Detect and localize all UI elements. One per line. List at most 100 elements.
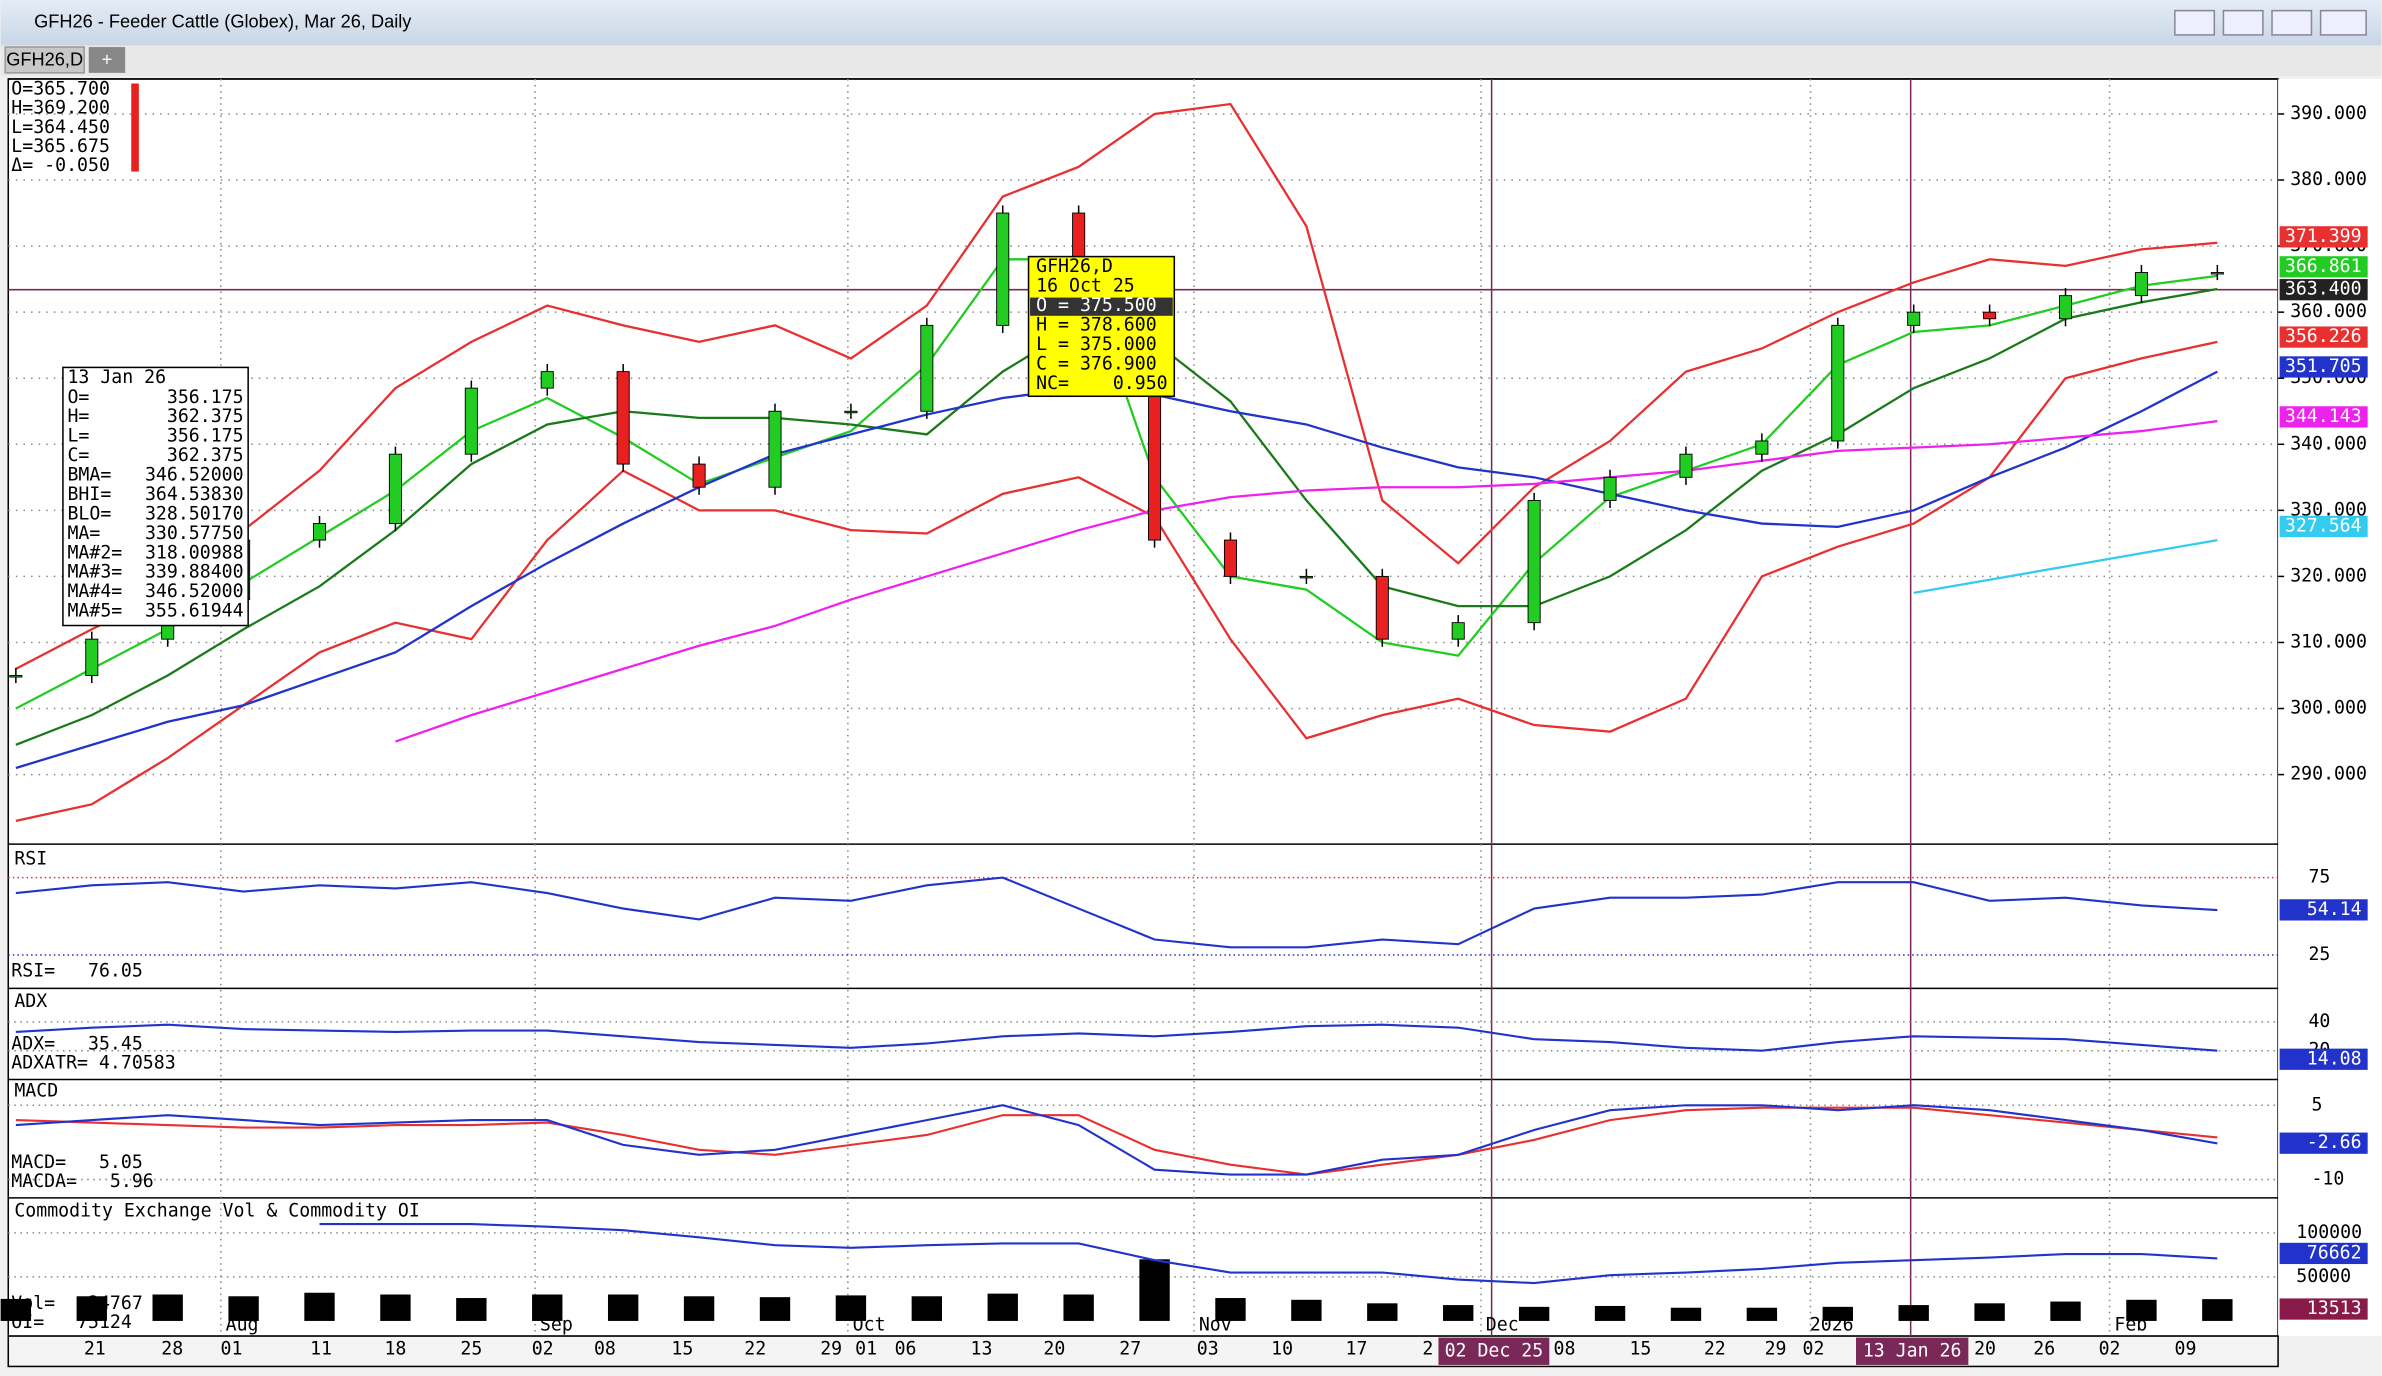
minimize-button[interactable]: [2222, 9, 2264, 36]
value-tag-label: 14.08: [2307, 1048, 2362, 1069]
indicator-line: [1913, 538, 2218, 595]
date-label: 11: [310, 1339, 332, 1360]
ohlc-readout: L=365.675: [11, 136, 110, 157]
volume-bar: [1215, 1298, 1246, 1321]
y-tick-label: 300.000: [2290, 698, 2367, 719]
info-box: [62, 366, 249, 627]
value-tag: [2279, 1242, 2368, 1265]
date-label: 21: [84, 1339, 106, 1360]
candle: [540, 371, 554, 389]
info-key: BHI=: [67, 484, 111, 505]
volume-bar: [987, 1293, 1018, 1321]
info-value: 339.88400: [145, 562, 244, 583]
candle: [1451, 622, 1465, 640]
value-tag-label: 351.705: [2285, 356, 2362, 377]
date-label: 01: [220, 1339, 242, 1360]
info-key: BMA=: [67, 465, 111, 486]
tooltip-row-highlight: [1030, 297, 1173, 316]
volume-bar: [607, 1294, 639, 1321]
date-label: 08: [594, 1339, 616, 1360]
value-tag: [2279, 1298, 2368, 1320]
info-key: H=: [67, 406, 89, 427]
info-value: 330.57750: [145, 523, 244, 544]
candle: [1223, 539, 1238, 577]
volume-bar: [835, 1295, 867, 1321]
candle: [1679, 453, 1693, 478]
info-key: L=: [67, 426, 89, 447]
tooltip-row: NC= 0.950: [1036, 373, 1168, 394]
volume-bar: [76, 1296, 107, 1321]
value-tag-label: 76662: [2307, 1242, 2362, 1263]
info-key: C=: [67, 445, 89, 466]
oi-line: [319, 1223, 2218, 1285]
candle: [1755, 440, 1769, 455]
volume-bar: [911, 1296, 943, 1321]
value-tag: [2279, 279, 2368, 301]
value-tag-label: 327.564: [2285, 515, 2362, 536]
date-label: 15: [671, 1339, 693, 1360]
date-label: 03: [1197, 1339, 1219, 1360]
volume-bar: [1746, 1307, 1778, 1321]
panel-label: RSI: [14, 848, 47, 869]
info-value: 362.375: [167, 406, 244, 427]
y-tick-label: 360.000: [2290, 301, 2367, 322]
ohlc-readout: Δ= -0.050: [11, 155, 110, 176]
y-tick-label: 75: [2308, 867, 2330, 888]
info-value: 364.53830: [145, 484, 244, 505]
tab[interactable]: [4, 46, 85, 74]
info-value: 356.175: [167, 387, 244, 408]
panel-readout: MACDA= 5.96: [11, 1171, 153, 1192]
pin-button[interactable]: [2174, 9, 2216, 36]
value-tag-label: 366.861: [2285, 256, 2362, 277]
date-label: 02: [1803, 1339, 1825, 1360]
date-highlight-label: 02 Dec 25: [1445, 1340, 1544, 1361]
y-tick-label: 5: [2311, 1094, 2322, 1115]
volume-bar: [2126, 1299, 2157, 1321]
value-tag-label: -2.66: [2307, 1132, 2362, 1153]
date-label: 20: [1043, 1339, 1065, 1360]
adx-line: [15, 1023, 2218, 1052]
candle: [388, 453, 402, 525]
y-tick-label: 40: [2308, 1011, 2330, 1032]
volume-bar: [1898, 1305, 1929, 1321]
month-label: Dec: [1486, 1314, 1519, 1335]
value-tag-label: 54.14: [2307, 899, 2362, 920]
date-label: 18: [384, 1339, 406, 1360]
indicator-line: [15, 102, 2218, 670]
y-tick-label: 380.000: [2290, 169, 2367, 190]
indicator-line: [395, 420, 2218, 743]
value-tag: [2279, 1132, 2368, 1154]
y-tick-label: 290.000: [2290, 764, 2367, 785]
date-label: 2: [1422, 1339, 1433, 1360]
volume-bar: [1367, 1303, 1398, 1321]
volume-bar: [1291, 1299, 1322, 1321]
volume-bar: [380, 1294, 411, 1321]
volume-bar: [532, 1294, 563, 1321]
candle: [616, 371, 630, 465]
maximize-button[interactable]: [2271, 9, 2313, 36]
info-value: 346.52000: [145, 465, 244, 486]
y-tick-label: 50000: [2296, 1266, 2351, 1287]
value-tag: [2279, 406, 2368, 428]
ohlc-readout: O=365.700: [11, 79, 110, 100]
panel-readout: ADXATR= 4.70583: [11, 1053, 175, 1074]
candle: [2058, 295, 2073, 320]
add-tab[interactable]: [88, 47, 126, 73]
candle: [768, 410, 782, 488]
value-tag-label: 363.400: [2285, 279, 2362, 300]
value-tag: [2279, 515, 2368, 538]
date-label: 01: [855, 1339, 877, 1360]
date-highlight: [1438, 1337, 1550, 1365]
info-key: BLO=: [67, 503, 111, 524]
info-key: MA#4=: [67, 581, 122, 602]
signal-line: [15, 1106, 2218, 1176]
tooltip-row: C = 376.900: [1036, 353, 1157, 374]
y-tick-label: 100000: [2296, 1222, 2362, 1243]
date-label: 13: [971, 1339, 993, 1360]
candle: [85, 638, 99, 676]
info-value: 318.00988: [145, 542, 244, 563]
close-button[interactable]: [2319, 9, 2367, 36]
tooltip-row: O = 375.500: [1036, 295, 1157, 316]
candle: [1527, 499, 1541, 624]
tooltip-row: L = 375.000: [1036, 334, 1157, 355]
